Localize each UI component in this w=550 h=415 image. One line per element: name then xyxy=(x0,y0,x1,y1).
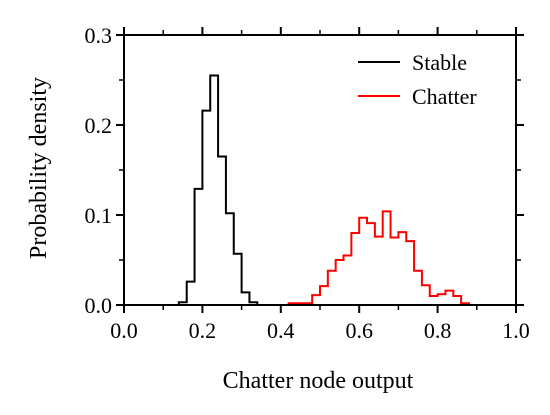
series-stable-line xyxy=(177,74,259,305)
y-tick-label: 0.2 xyxy=(85,113,113,138)
axes: 0.0 0.2 0.4 0.6 0.8 1.0 0.0 0.1 0.2 0.3 Chatter no… xyxy=(26,23,530,394)
x-tick-label: 0.6 xyxy=(345,318,373,343)
legend: Stable Chatter xyxy=(358,50,477,109)
plot-frame xyxy=(123,34,517,306)
x-tick-label: 0.0 xyxy=(110,318,138,343)
y-tick-label: 0.3 xyxy=(85,23,113,48)
y-tick-label: 0.0 xyxy=(85,293,113,318)
y-axis-title: Probability density xyxy=(26,77,52,259)
x-tick-label: 0.8 xyxy=(424,318,452,343)
x-axis-title: Chatter node output xyxy=(223,368,414,394)
series-chatter-line xyxy=(287,210,470,305)
x-tick-label: 1.0 xyxy=(502,318,530,343)
y-tick-label: 0.1 xyxy=(85,203,113,228)
x-tick-label: 0.2 xyxy=(189,318,217,343)
legend-label-stable: Stable xyxy=(412,50,467,75)
legend-label-chatter: Chatter xyxy=(412,84,477,109)
x-tick-label: 0.4 xyxy=(267,318,295,343)
plot-area xyxy=(177,74,470,305)
